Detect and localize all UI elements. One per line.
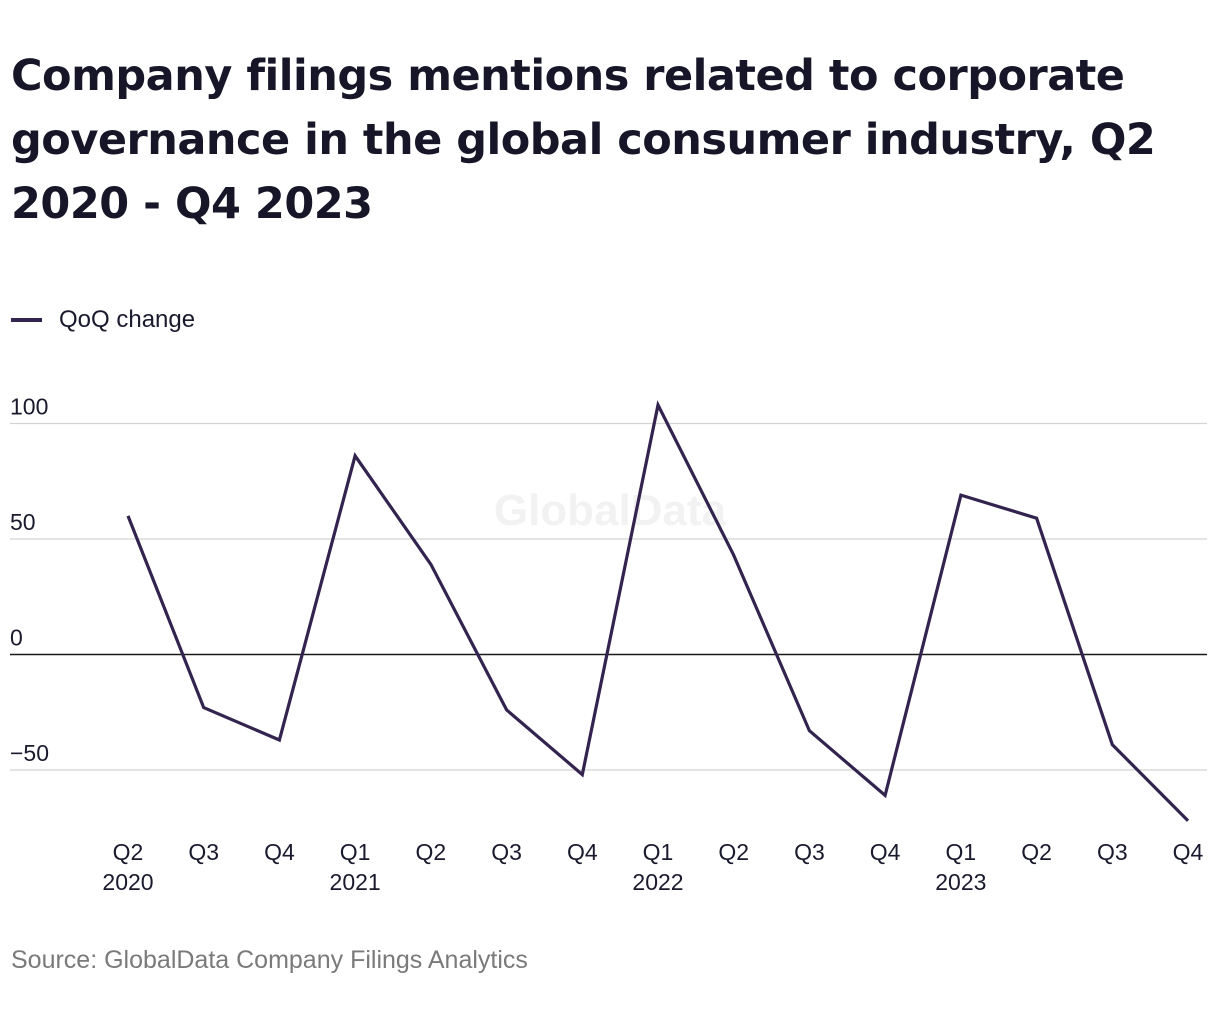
y-tick-label: 50: [10, 509, 36, 535]
x-tick-label-quarter: Q4: [567, 839, 598, 865]
watermark: GlobalData: [494, 486, 727, 535]
x-tick-label-quarter: Q2: [113, 839, 144, 865]
y-tick-label: 100: [10, 394, 48, 420]
x-tick-label-year: 2021: [330, 869, 381, 895]
x-tick-label-quarter: Q2: [718, 839, 749, 865]
x-tick-label-quarter: Q2: [1021, 839, 1052, 865]
gridlines: [10, 422, 1207, 771]
x-tick-label-quarter: Q3: [794, 839, 825, 865]
x-tick-label-quarter: Q3: [1097, 839, 1128, 865]
x-tick-label-year: 2022: [632, 869, 683, 895]
series-line-qoq-change: [126, 400, 1190, 822]
x-tick-label-quarter: Q4: [870, 839, 901, 865]
x-axis-tick-labels: Q2 2020 Q3 Q4 Q1 2021 Q2 Q3 Q4 Q1 2022 Q2 Q3 Q4 Q1 2023…: [102, 839, 1203, 895]
y-tick-label: 0: [10, 625, 23, 651]
y-axis-tick-labels: 100 50 0 −50: [10, 394, 49, 767]
x-tick-label-quarter: Q2: [416, 839, 447, 865]
chart-title: Company filings mentions related to corp…: [11, 51, 1156, 229]
y-tick-label: −50: [10, 740, 49, 766]
x-tick-label-quarter: Q1: [946, 839, 977, 865]
x-tick-label-quarter: Q1: [643, 839, 674, 865]
chart-legend: QoQ change: [11, 306, 195, 334]
x-tick-label-quarter: Q4: [264, 839, 295, 865]
x-tick-label-year: 2020: [102, 869, 153, 895]
x-tick-label-quarter: Q4: [1173, 839, 1204, 865]
source-note: Source: GlobalData Company Filings Analy…: [11, 946, 528, 974]
series-layer: [126, 400, 1190, 822]
x-tick-label-quarter: Q3: [188, 839, 219, 865]
legend-label: QoQ change: [59, 306, 196, 333]
x-tick-label-year: 2023: [935, 869, 986, 895]
x-tick-label-quarter: Q3: [491, 839, 522, 865]
x-tick-label-quarter: Q1: [340, 839, 371, 865]
legend-swatch: [11, 318, 42, 322]
